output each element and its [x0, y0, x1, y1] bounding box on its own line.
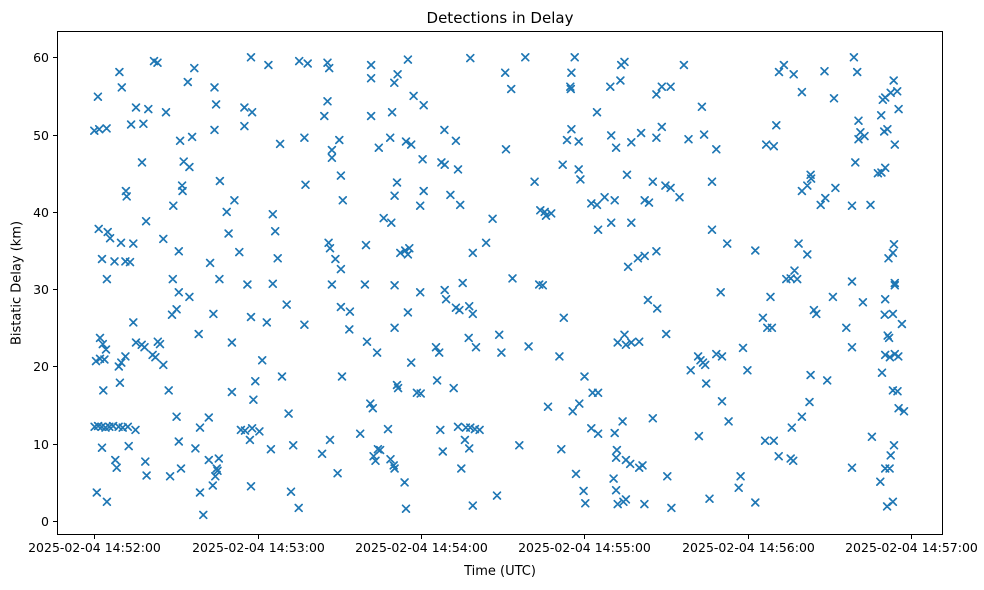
x-axis-label: Time (UTC)	[464, 564, 536, 579]
x-tick-label: 2025-02-04 14:57:00	[845, 540, 978, 555]
y-axis-label: Bistatic Delay (km)	[9, 220, 25, 346]
y-tick-label: 40	[33, 205, 49, 220]
y-tick-label: 10	[33, 437, 49, 452]
y-tick-label: 30	[33, 282, 49, 297]
x-tick-label: 2025-02-04 14:55:00	[518, 540, 651, 555]
chart-title: Detections in Delay	[426, 9, 574, 27]
scatter-points	[90, 53, 909, 520]
y-tick-label: 60	[33, 50, 49, 65]
y-tick-label: 0	[41, 514, 49, 529]
x-tick-label: 2025-02-04 14:56:00	[682, 540, 815, 555]
axes-frame	[57, 31, 943, 535]
y-tick-label: 50	[33, 128, 49, 143]
x-tick-label: 2025-02-04 14:53:00	[192, 540, 325, 555]
y-tick-label: 20	[33, 359, 49, 374]
x-tick-label: 2025-02-04 14:54:00	[355, 540, 488, 555]
x-tick-label: 2025-02-04 14:52:00	[28, 540, 161, 555]
